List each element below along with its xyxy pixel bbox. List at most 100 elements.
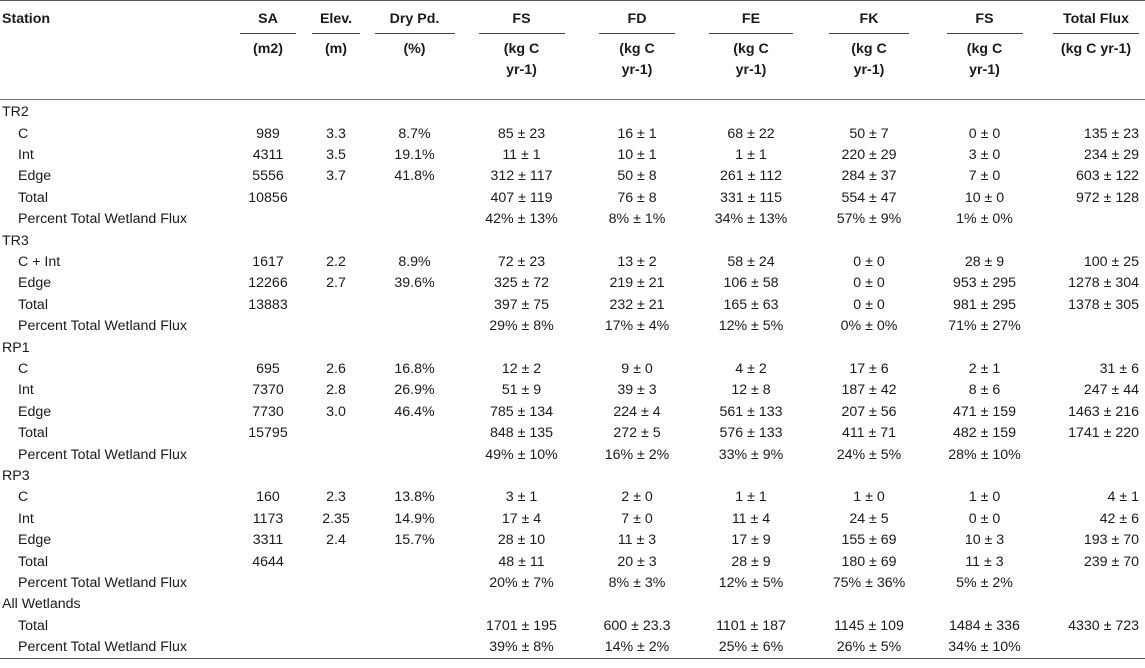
table-cell: 1701 ± 195 — [486, 617, 557, 634]
table-cell: 17% ± 4% — [604, 318, 670, 335]
table-cell: 12% ± 5% — [718, 318, 784, 335]
table-row: Total 1701 ± 195 600 ± 23.3 1101 ± 187 1145 … — [0, 615, 1145, 636]
row-label: Edge — [18, 275, 52, 292]
table-cell: 11 ± 1 — [502, 147, 541, 164]
table-cell: 561 ± 133 — [719, 403, 783, 420]
row-label: Total — [18, 553, 48, 570]
table-cell: 16.8% — [394, 360, 435, 377]
table-cell: 7 ± 0 — [621, 510, 653, 527]
table-cell: 3.0 — [326, 403, 346, 420]
row-label: C — [18, 489, 29, 506]
table-cell: 26.9% — [394, 382, 435, 399]
group-row: RP1 — [0, 337, 1145, 358]
table-cell — [368, 636, 461, 659]
table-cell — [304, 187, 368, 208]
row-label: C + Int — [18, 254, 61, 271]
table-cell: 180 ± 69 — [841, 553, 897, 570]
group-label: RP3 — [2, 467, 30, 484]
table-cell: 2 ± 1 — [968, 360, 1001, 377]
table-row: Edge 3311 2.4 15.7% 28 ± 10 11 ± 3 17 ± 9 155 ±… — [0, 529, 1145, 550]
table-cell: 1% ± 0% — [956, 211, 1013, 228]
table-cell: 28 ± 9 — [964, 254, 1005, 271]
row-label: Total — [18, 189, 48, 206]
table-cell: 3 ± 0 — [968, 147, 1001, 164]
table-cell: 25% ± 6% — [692, 636, 810, 659]
table-cell: 220 ± 29 — [841, 147, 897, 164]
table-cell: 14% ± 2% — [582, 636, 692, 659]
cell-total-flux: 972 ± 128 — [1075, 189, 1139, 206]
table-cell: 3.7 — [326, 168, 346, 185]
cell-total-flux: 1741 ± 220 — [1068, 425, 1139, 442]
table-cell: 8.9% — [398, 254, 431, 271]
row-label: Percent Total Wetland Flux — [18, 574, 188, 591]
table-cell: 187 ± 42 — [841, 382, 897, 399]
table-cell: 13 ± 2 — [617, 254, 657, 271]
table-cell: 10 ± 0 — [964, 189, 1005, 206]
header-fk: FK — [810, 0, 928, 35]
table-cell: 41.8% — [394, 168, 435, 185]
table-cell: 325 ± 72 — [493, 275, 550, 292]
table-cell: 953 ± 295 — [952, 275, 1016, 292]
unit-fs: (kg C yr-1) — [461, 35, 582, 100]
table-cell — [368, 316, 461, 337]
group-label: TR3 — [2, 232, 29, 249]
table-cell: 39.6% — [394, 275, 435, 292]
row-label: Edge — [18, 532, 52, 549]
table-cell: 85 ± 23 — [497, 125, 546, 142]
table-header: Station SA Elev. Dry Pd. FS FD FE FK FS … — [0, 0, 1145, 100]
table-cell: 34% ± 13% — [714, 211, 788, 228]
table-cell: 207 ± 56 — [841, 403, 897, 420]
unit-station — [0, 35, 232, 100]
cell-total-flux: 42 ± 6 — [1099, 510, 1139, 527]
table-cell: 12 ± 2 — [501, 360, 542, 377]
table-row: Edge 12266 2.7 39.6% 325 ± 72 219 ± 21 106 ± 5… — [0, 273, 1145, 294]
table-cell — [304, 444, 368, 465]
table-cell: 48 ± 11 — [498, 553, 545, 570]
table-cell: 8% ± 3% — [608, 574, 666, 591]
table-cell: 397 ± 75 — [493, 296, 550, 313]
table-row: Percent Total Wetland Flux 39% ± 8% 14% ± … — [0, 636, 1145, 659]
table-cell: 20% ± 7% — [489, 574, 554, 591]
table-cell: 224 ± 4 — [613, 403, 661, 420]
unit-elev: (m) — [304, 35, 368, 100]
cell-total-flux: 100 ± 25 — [1083, 254, 1139, 271]
table-cell: 1617 — [252, 254, 284, 271]
cell-total-flux — [1041, 209, 1145, 230]
table-cell: 155 ± 69 — [841, 532, 897, 549]
table-cell: 19.1% — [394, 147, 435, 164]
table-cell — [368, 187, 461, 208]
table-cell: 4311 — [252, 147, 284, 164]
unit-fd: (kg C yr-1) — [582, 35, 692, 100]
table-cell: 8% ± 1% — [608, 211, 666, 228]
table-row: Total 4644 48 ± 11 20 ± 3 28 ± 9 180 ± 69 11 ±… — [0, 551, 1145, 572]
table-row: Total 15795 848 ± 135 272 ± 5 576 ± 133 411 ±… — [0, 422, 1145, 443]
group-row: TR2 — [0, 100, 1145, 124]
table-cell: 331 ± 115 — [720, 189, 782, 206]
table-cell: 2.35 — [322, 510, 350, 527]
table-cell: 232 ± 21 — [609, 296, 665, 313]
table-cell — [304, 615, 368, 636]
table-cell — [368, 444, 461, 465]
table-cell: 1 ± 0 — [853, 489, 885, 506]
table-cell — [232, 444, 304, 465]
table-cell: 0 ± 0 — [968, 510, 1001, 527]
table-cell: 68 ± 22 — [727, 125, 775, 142]
table-cell: 17 ± 4 — [501, 510, 542, 527]
table-cell — [368, 551, 461, 572]
table-cell — [368, 615, 461, 636]
row-label: Percent Total Wetland Flux — [18, 318, 188, 335]
table-cell: 15.7% — [394, 532, 435, 549]
cell-total-flux: 239 ± 70 — [1083, 553, 1139, 570]
table-cell: 981 ± 295 — [952, 296, 1016, 313]
table-cell: 11 ± 3 — [617, 532, 657, 549]
table-cell: 1 ± 1 — [735, 489, 767, 506]
group-row: All Wetlands — [0, 594, 1145, 615]
table-cell: 1101 ± 187 — [716, 617, 786, 634]
table-cell: 11 ± 3 — [965, 553, 1004, 570]
table-cell: 10856 — [248, 189, 288, 206]
table-cell: 3.5 — [326, 147, 346, 164]
table-cell: 2.6 — [326, 360, 346, 377]
table-cell: 4644 — [252, 553, 284, 570]
header-total-flux: Total Flux — [1041, 0, 1145, 35]
table-cell: 3311 — [252, 532, 284, 549]
